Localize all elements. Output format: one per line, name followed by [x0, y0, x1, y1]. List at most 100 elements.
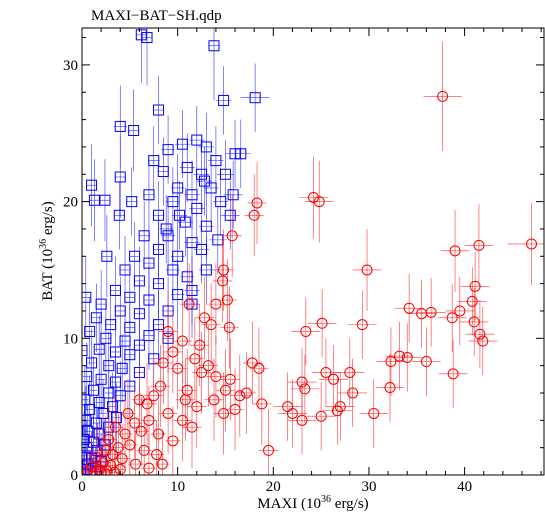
data-point: [214, 372, 234, 455]
data-point: [203, 153, 219, 223]
data-point: [423, 41, 462, 152]
data-point: [457, 267, 487, 336]
data-point: [438, 339, 468, 409]
data-point: [347, 290, 377, 359]
data-point: [335, 338, 365, 407]
data-point: [154, 429, 170, 475]
data-point: [223, 160, 243, 229]
data-point: [84, 297, 96, 366]
data-point: [193, 140, 210, 209]
data-point: [416, 278, 446, 347]
data-point: [189, 105, 205, 175]
data-point: [468, 306, 498, 376]
data-point: [100, 304, 112, 373]
data-point: [95, 345, 107, 414]
data-point: [83, 432, 100, 475]
x-tick-label: 0: [78, 479, 86, 495]
data-point: [220, 181, 240, 250]
data-point: [122, 410, 138, 475]
data-point: [114, 449, 126, 475]
data-point: [163, 310, 183, 393]
data-point: [201, 283, 221, 366]
data-point: [101, 215, 113, 298]
data-point: [87, 356, 99, 425]
data-point: [184, 256, 200, 325]
data-point: [90, 283, 102, 352]
data-point: [319, 345, 348, 414]
data-point: [84, 375, 96, 444]
data-point: [225, 368, 245, 451]
series-circle-markers: [82, 41, 544, 475]
data-point: [252, 362, 272, 445]
data-point: [150, 399, 167, 469]
data-point: [152, 75, 165, 145]
data-point: [127, 89, 140, 172]
data-point: [290, 354, 320, 424]
data-point: [82, 365, 91, 434]
data-point: [141, 28, 153, 86]
data-point: [82, 342, 93, 411]
data-point: [131, 365, 148, 434]
data-point: [459, 287, 489, 357]
data-point: [375, 353, 405, 422]
data-point: [437, 283, 467, 352]
data-point: [465, 300, 495, 369]
data-point: [445, 276, 475, 346]
data-point: [189, 174, 205, 243]
data-point: [187, 365, 207, 448]
data-point: [114, 135, 126, 219]
data-point: [148, 126, 160, 195]
data-point: [323, 376, 352, 445]
data-point: [273, 372, 302, 441]
x-axis-label-exponent: 36: [321, 494, 331, 505]
data-point: [82, 450, 94, 475]
data-point: [165, 406, 181, 475]
data-point: [208, 28, 220, 101]
plot-frame: [81, 27, 545, 476]
data-point: [114, 424, 130, 475]
data-point: [392, 323, 422, 392]
data-point: [168, 327, 188, 410]
data-point: [412, 327, 441, 396]
data-point: [304, 160, 334, 243]
x-tick-label: 40: [457, 479, 472, 495]
data-point: [190, 304, 210, 387]
y-tick-label: 30: [63, 58, 78, 74]
data-point: [101, 405, 117, 474]
data-point: [240, 63, 270, 132]
data-point: [117, 399, 133, 469]
data-point: [88, 423, 104, 475]
data-point: [119, 306, 131, 376]
data-point: [306, 382, 336, 451]
data-point: [460, 252, 490, 321]
data-point: [236, 351, 257, 434]
data-point: [291, 297, 321, 366]
data-point: [141, 433, 157, 475]
data-point: [170, 260, 185, 329]
y-axis-label: BAT (1036 erg/s): [38, 201, 56, 300]
data-point: [464, 204, 494, 287]
series-square-markers: [82, 28, 270, 475]
data-point: [143, 160, 155, 229]
data-point: [104, 420, 121, 475]
data-point: [287, 386, 317, 455]
data-point: [244, 174, 264, 257]
data-point: [278, 379, 307, 448]
data-point: [198, 235, 214, 305]
data-point: [213, 167, 229, 236]
data-point: [103, 431, 119, 475]
chart-title: MAXI−BAT−SH.qdp: [91, 8, 222, 24]
data-point: [376, 327, 406, 396]
data-point: [249, 327, 269, 410]
data-point: [299, 156, 328, 239]
data-point: [152, 290, 165, 359]
data-point: [179, 263, 199, 346]
x-axis-label: MAXI (1036 erg/s): [257, 494, 368, 512]
x-axis-label-unit: erg/s): [331, 496, 369, 512]
data-point: [407, 279, 436, 348]
data-point: [109, 451, 121, 475]
data-point: [338, 358, 368, 428]
data-point: [110, 413, 126, 475]
data-point: [177, 187, 193, 257]
data-point: [198, 324, 218, 407]
